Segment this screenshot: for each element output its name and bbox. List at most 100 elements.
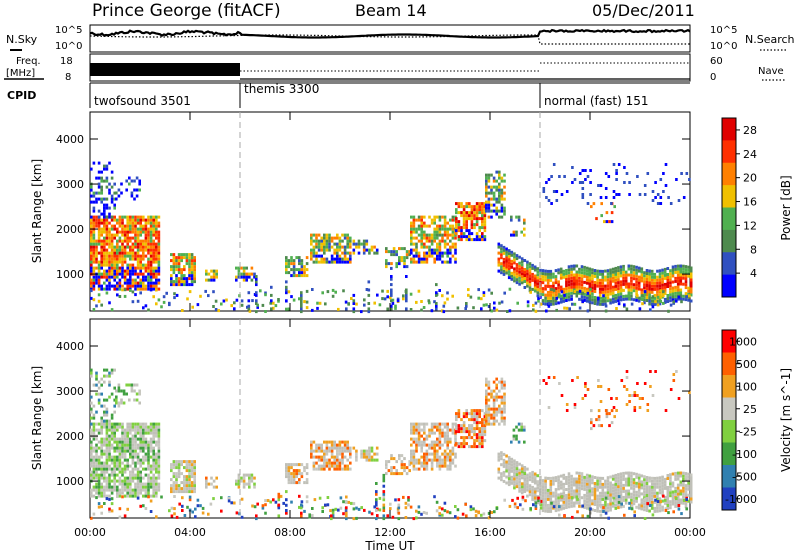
- scatter-cell: [346, 245, 349, 249]
- scatter-cell: [643, 478, 646, 482]
- scatter-cell: [614, 488, 618, 492]
- scatter-cell: [596, 284, 599, 288]
- scatter-cell: [609, 277, 612, 281]
- scatter-cell: [103, 206, 106, 210]
- scatter-cell: [90, 236, 93, 240]
- scatter-cell: [490, 188, 493, 192]
- scatter-cell: [285, 280, 288, 284]
- scatter-cell: [196, 504, 200, 508]
- scatter-cell: [438, 251, 442, 255]
- scatter-cell: [528, 289, 532, 293]
- scatter-cell: [95, 215, 98, 219]
- scatter-cell: [92, 194, 96, 198]
- scatter-cell: [113, 446, 116, 450]
- scatter-cell: [611, 288, 615, 292]
- scatter-cell: [557, 295, 560, 299]
- scatter-cell: [481, 205, 484, 209]
- scatter-cell: [671, 502, 675, 506]
- scatter-cell: [415, 467, 418, 471]
- scatter-cell: [653, 485, 657, 489]
- scatter-cell: [103, 212, 106, 216]
- scatter-cell: [118, 488, 122, 492]
- scatter-cell: [475, 208, 479, 212]
- scatter-cell: [435, 283, 438, 287]
- scatter-cell: [142, 437, 145, 441]
- scatter-cell: [410, 422, 413, 426]
- scatter-cell: [325, 248, 329, 252]
- scatter-cell: [502, 248, 506, 252]
- scatter-cell: [121, 446, 124, 450]
- scatter-cell: [666, 297, 670, 300]
- scatter-cell: [100, 263, 103, 267]
- scatter-cell: [627, 483, 631, 487]
- scatter-cell: [394, 304, 397, 308]
- scatter-cell: [630, 498, 633, 502]
- scatter-cell: [462, 208, 466, 212]
- scatter-cell: [147, 260, 150, 264]
- scatter-cell: [412, 215, 416, 219]
- scatter-cell: [457, 427, 461, 431]
- scatter-cell: [235, 298, 239, 302]
- scatter-cell: [147, 266, 150, 270]
- scatter-cell: [619, 493, 623, 497]
- scatter-cell: [663, 276, 667, 280]
- scatter-cell: [155, 452, 158, 456]
- scatter-cell: [528, 493, 532, 497]
- scatter-cell: [126, 446, 129, 450]
- scatter-cell: [402, 294, 405, 298]
- scatter-cell: [352, 251, 356, 255]
- scatter-cell: [131, 488, 135, 492]
- scatter-cell: [666, 273, 670, 276]
- scatter-cell: [451, 428, 455, 432]
- scatter-cell: [103, 368, 106, 372]
- scatter-cell: [462, 442, 466, 446]
- scatter-cell: [138, 179, 141, 183]
- scatter-cell: [591, 487, 594, 491]
- scatter-cell: [237, 482, 241, 486]
- scatter-cell: [662, 294, 665, 298]
- scatter-cell: [212, 485, 216, 489]
- scatter-cell: [152, 446, 155, 450]
- scatter-cell: [155, 284, 158, 288]
- scatter-cell: [609, 289, 612, 293]
- scatter-cell: [601, 287, 605, 291]
- scatter-cell: [650, 497, 654, 501]
- scatter-cell: [100, 254, 103, 258]
- scatter-cell: [95, 242, 98, 246]
- scatter-cell: [441, 443, 444, 447]
- scatter-cell: [105, 434, 109, 438]
- scatter-cell: [451, 224, 455, 228]
- scatter-cell: [674, 504, 677, 508]
- scatter-cell: [360, 449, 363, 453]
- scatter-cell: [118, 260, 122, 264]
- scatter-cell: [526, 476, 529, 480]
- scatter-cell: [498, 173, 501, 177]
- scatter-cell: [108, 371, 111, 375]
- scatter-cell: [533, 274, 537, 278]
- scatter-cell: [390, 466, 393, 470]
- scatter-cell: [292, 472, 296, 476]
- scatter-cell: [425, 434, 429, 438]
- scatter-cell: [95, 449, 98, 453]
- scatter-cell: [325, 242, 329, 246]
- scatter-cell: [172, 463, 176, 467]
- scatter-cell: [131, 254, 135, 258]
- scatter-cell: [438, 443, 442, 447]
- scatter-cell: [485, 416, 488, 420]
- scatter-cell: [635, 286, 638, 290]
- scatter-cell: [386, 295, 389, 299]
- scatter-cell: [420, 308, 423, 312]
- scatter-cell: [627, 474, 631, 478]
- scatter-cell: [443, 301, 447, 305]
- scatter-cell: [537, 297, 540, 300]
- scatter-cell: [155, 482, 158, 486]
- scatter-cell: [350, 501, 353, 505]
- scatter-cell: [147, 269, 150, 273]
- scatter-cell: [482, 291, 486, 295]
- scatter-cell: [666, 477, 670, 480]
- scatter-cell: [593, 503, 597, 506]
- scatter-cell: [470, 232, 474, 236]
- scatter-cell: [567, 502, 571, 506]
- scatter-cell: [635, 505, 638, 509]
- scatter-cell: [157, 239, 161, 243]
